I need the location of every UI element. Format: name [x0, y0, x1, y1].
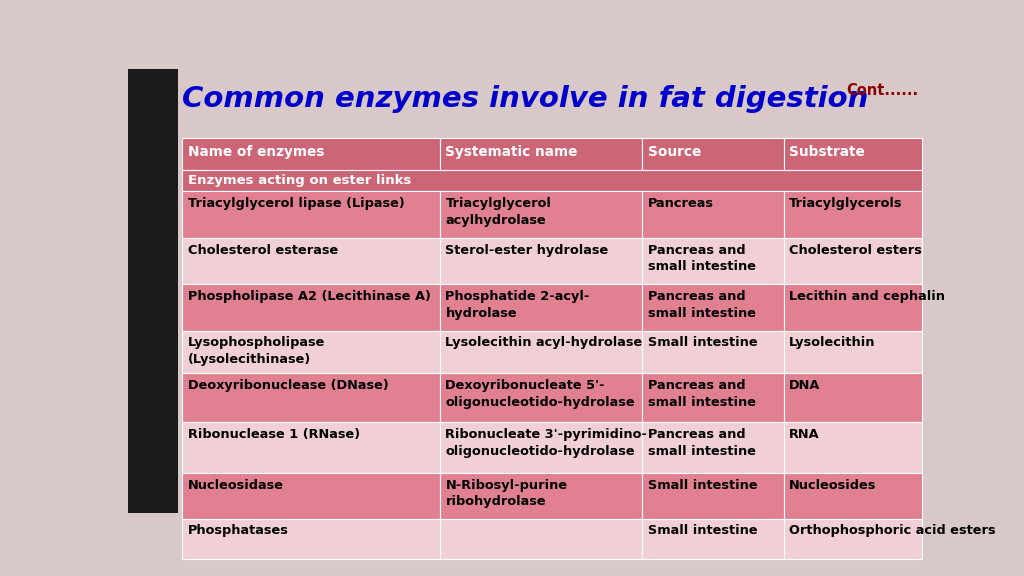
Text: Pancreas and
small intestine: Pancreas and small intestine: [648, 244, 756, 273]
Bar: [182, 373, 440, 422]
Text: Enzymes acting on ester links: Enzymes acting on ester links: [187, 174, 411, 187]
Bar: [642, 520, 783, 559]
Bar: [783, 422, 922, 473]
Bar: [440, 238, 642, 284]
Bar: [440, 284, 642, 331]
Text: Pancreas: Pancreas: [648, 197, 714, 210]
Text: Triacylglycerol lipase (Lipase): Triacylglycerol lipase (Lipase): [187, 197, 404, 210]
Text: Common enzymes involve in fat digestion: Common enzymes involve in fat digestion: [181, 85, 868, 113]
Bar: [440, 422, 642, 473]
Text: Substrate: Substrate: [790, 145, 865, 159]
Bar: [182, 520, 440, 559]
Bar: [642, 238, 783, 284]
Text: Small intestine: Small intestine: [648, 336, 758, 349]
Bar: [783, 331, 922, 373]
Text: Orthophosphoric acid esters: Orthophosphoric acid esters: [790, 525, 995, 537]
Text: Systematic name: Systematic name: [445, 145, 578, 159]
Text: DNA: DNA: [790, 379, 820, 392]
Text: Sterol-ester hydrolase: Sterol-ester hydrolase: [445, 244, 608, 257]
Bar: [783, 284, 922, 331]
Bar: [182, 238, 440, 284]
Text: Pancreas and
small intestine: Pancreas and small intestine: [648, 290, 756, 320]
Text: Phospholipase A2 (Lecithinase A): Phospholipase A2 (Lecithinase A): [187, 290, 430, 304]
Bar: [783, 473, 922, 520]
Text: Lecithin and cephalin: Lecithin and cephalin: [790, 290, 945, 304]
Text: Cholesterol esterase: Cholesterol esterase: [187, 244, 338, 257]
Bar: [642, 422, 783, 473]
Bar: [642, 138, 783, 170]
Bar: [182, 170, 922, 191]
Text: Nucleosides: Nucleosides: [790, 479, 877, 492]
Text: Dexoyribonucleate 5'-
oligonucleotido-hydrolase: Dexoyribonucleate 5'- oligonucleotido-hy…: [445, 379, 635, 409]
Text: Triacylglycerol
acylhydrolase: Triacylglycerol acylhydrolase: [445, 197, 551, 226]
Bar: [182, 473, 440, 520]
Bar: [440, 331, 642, 373]
Text: Small intestine: Small intestine: [648, 479, 758, 492]
Text: Ribonuclease 1 (RNase): Ribonuclease 1 (RNase): [187, 429, 359, 441]
Bar: [182, 284, 440, 331]
Bar: [642, 373, 783, 422]
Bar: [128, 69, 178, 513]
Text: Lysolecithin acyl-hydrolase: Lysolecithin acyl-hydrolase: [445, 336, 643, 349]
Text: Small intestine: Small intestine: [648, 525, 758, 537]
Text: Cholesterol esters: Cholesterol esters: [790, 244, 922, 257]
Text: Ribonucleate 3'-pyrimidino-
oligonucleotido-hydrolase: Ribonucleate 3'-pyrimidino- oligonucleot…: [445, 429, 647, 458]
Text: Pancreas and
small intestine: Pancreas and small intestine: [648, 429, 756, 458]
Bar: [783, 520, 922, 559]
Bar: [440, 138, 642, 170]
Text: Source: Source: [648, 145, 701, 159]
Text: Cont......: Cont......: [846, 84, 919, 98]
Bar: [642, 331, 783, 373]
Bar: [642, 473, 783, 520]
Text: Triacylglycerols: Triacylglycerols: [790, 197, 902, 210]
Bar: [182, 191, 440, 238]
Text: Nucleosidase: Nucleosidase: [187, 479, 284, 492]
Bar: [783, 373, 922, 422]
Bar: [440, 191, 642, 238]
Text: Name of enzymes: Name of enzymes: [187, 145, 324, 159]
Text: Phosphatases: Phosphatases: [187, 525, 289, 537]
Bar: [182, 331, 440, 373]
Bar: [440, 520, 642, 559]
Bar: [783, 238, 922, 284]
Text: Phosphatide 2-acyl-
hydrolase: Phosphatide 2-acyl- hydrolase: [445, 290, 590, 320]
Bar: [440, 373, 642, 422]
Text: Lysophospholipase
(Lysolecithinase): Lysophospholipase (Lysolecithinase): [187, 336, 325, 366]
Bar: [182, 138, 440, 170]
Text: Deoxyribonuclease (DNase): Deoxyribonuclease (DNase): [187, 379, 388, 392]
Text: Lysolecithin: Lysolecithin: [790, 336, 876, 349]
Text: Pancreas and
small intestine: Pancreas and small intestine: [648, 379, 756, 409]
Text: N-Ribosyl-purine
ribohydrolase: N-Ribosyl-purine ribohydrolase: [445, 479, 567, 508]
Bar: [182, 422, 440, 473]
Bar: [642, 191, 783, 238]
Bar: [783, 138, 922, 170]
Bar: [440, 473, 642, 520]
Bar: [642, 284, 783, 331]
Bar: [783, 191, 922, 238]
Text: RNA: RNA: [790, 429, 819, 441]
